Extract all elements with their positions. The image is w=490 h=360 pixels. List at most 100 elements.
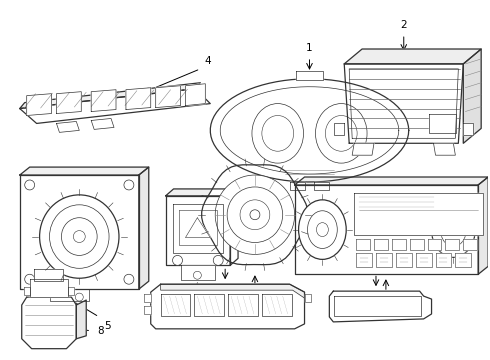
Polygon shape [20, 175, 139, 289]
Ellipse shape [24, 180, 35, 190]
Ellipse shape [213, 255, 223, 265]
Polygon shape [20, 89, 210, 123]
Ellipse shape [432, 202, 475, 257]
Polygon shape [49, 289, 89, 301]
Text: 8: 8 [97, 326, 104, 336]
Polygon shape [166, 189, 238, 196]
Text: 7: 7 [194, 299, 201, 309]
Polygon shape [228, 294, 258, 316]
Text: 6: 6 [383, 296, 389, 306]
Text: 9: 9 [373, 259, 379, 269]
Polygon shape [30, 279, 69, 297]
Polygon shape [172, 204, 223, 253]
Polygon shape [392, 239, 406, 251]
Polygon shape [455, 253, 471, 267]
Polygon shape [262, 294, 292, 316]
Polygon shape [305, 294, 312, 302]
Text: 2: 2 [400, 20, 407, 30]
Polygon shape [416, 253, 432, 267]
Polygon shape [91, 90, 116, 112]
Polygon shape [356, 239, 370, 251]
Text: 1: 1 [306, 43, 313, 53]
Polygon shape [334, 123, 344, 135]
Polygon shape [436, 253, 451, 267]
Text: 3: 3 [251, 292, 258, 302]
Polygon shape [445, 239, 459, 251]
Polygon shape [195, 294, 224, 316]
Ellipse shape [317, 223, 328, 237]
Polygon shape [290, 182, 305, 190]
Ellipse shape [441, 213, 466, 247]
Polygon shape [151, 284, 305, 329]
Polygon shape [34, 269, 63, 281]
Polygon shape [24, 287, 30, 295]
Ellipse shape [227, 187, 283, 243]
Polygon shape [230, 189, 238, 265]
Polygon shape [329, 291, 432, 322]
Polygon shape [374, 239, 388, 251]
Polygon shape [464, 239, 477, 251]
Ellipse shape [316, 104, 367, 163]
Polygon shape [156, 86, 180, 108]
Polygon shape [26, 94, 51, 116]
Polygon shape [185, 218, 210, 238]
Polygon shape [294, 185, 478, 274]
Ellipse shape [298, 200, 346, 260]
Ellipse shape [24, 274, 35, 284]
Ellipse shape [240, 200, 270, 230]
Polygon shape [295, 71, 323, 80]
Ellipse shape [194, 271, 201, 279]
Ellipse shape [75, 293, 83, 301]
Polygon shape [396, 253, 412, 267]
Polygon shape [429, 113, 456, 133]
Text: 10: 10 [219, 252, 232, 262]
Polygon shape [56, 121, 79, 132]
Polygon shape [315, 182, 329, 190]
Ellipse shape [40, 195, 119, 278]
Polygon shape [126, 88, 151, 109]
Polygon shape [354, 193, 483, 235]
Polygon shape [161, 284, 305, 298]
Polygon shape [464, 49, 481, 143]
Polygon shape [344, 64, 464, 143]
Polygon shape [69, 287, 74, 295]
Ellipse shape [49, 205, 109, 268]
Polygon shape [210, 79, 409, 182]
Polygon shape [202, 165, 308, 265]
Polygon shape [478, 177, 488, 274]
Ellipse shape [252, 104, 303, 163]
Polygon shape [161, 294, 191, 316]
Polygon shape [344, 49, 481, 64]
Polygon shape [166, 196, 230, 265]
Polygon shape [76, 300, 86, 339]
Polygon shape [22, 297, 76, 349]
Ellipse shape [74, 231, 85, 243]
Polygon shape [144, 306, 151, 314]
Polygon shape [410, 239, 424, 251]
Ellipse shape [61, 218, 97, 255]
Polygon shape [434, 143, 455, 155]
Ellipse shape [308, 211, 337, 248]
Polygon shape [91, 118, 114, 129]
Polygon shape [428, 239, 441, 251]
Polygon shape [356, 253, 372, 267]
Polygon shape [294, 177, 488, 185]
Polygon shape [352, 143, 374, 155]
Ellipse shape [172, 255, 182, 265]
Polygon shape [464, 123, 473, 135]
Ellipse shape [215, 175, 294, 255]
Ellipse shape [250, 210, 260, 220]
Polygon shape [139, 167, 149, 289]
Ellipse shape [325, 116, 357, 151]
Polygon shape [178, 210, 217, 246]
Polygon shape [334, 296, 420, 316]
Ellipse shape [124, 180, 134, 190]
Polygon shape [144, 294, 151, 302]
Polygon shape [20, 83, 200, 109]
Polygon shape [180, 265, 215, 280]
Ellipse shape [262, 116, 294, 151]
Polygon shape [20, 167, 149, 175]
Polygon shape [185, 84, 205, 105]
Polygon shape [376, 253, 392, 267]
Polygon shape [56, 92, 81, 113]
